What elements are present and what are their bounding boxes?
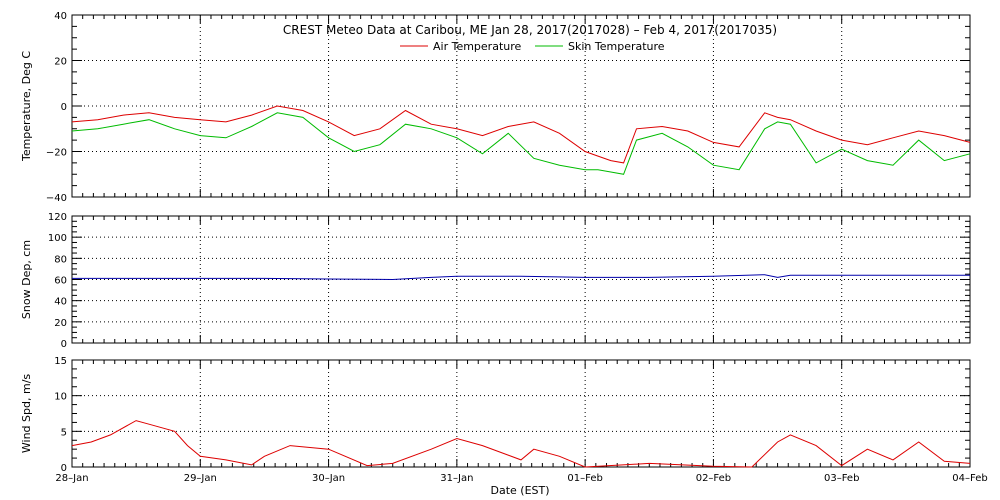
y-axis-label: Snow Dep, cm: [20, 240, 33, 319]
series-line-1-0: [72, 274, 970, 281]
y-tick-label: 10: [54, 392, 67, 403]
legend: Air Temperature Skin Temperature: [400, 40, 665, 53]
series-line-0-1: [71, 112, 971, 175]
y-tick-label: −40: [46, 193, 67, 204]
series-line-0-0: [71, 105, 971, 164]
y-tick-label: 20: [54, 318, 67, 329]
panel-0: −40 −20 0 20 40 Temperature, Deg C Air Tempera…: [20, 11, 971, 204]
series-line-2-0: [71, 420, 971, 468]
x-tick-label: 31–Jan: [440, 473, 473, 484]
y-tick-label: 100: [48, 233, 67, 244]
y-tick-label: 0: [61, 339, 67, 350]
legend-label: Skin Temperature: [568, 40, 665, 53]
y-axis-label: Temperature, Deg C: [20, 51, 33, 162]
y-tick-label: 15: [54, 356, 67, 367]
plot-frame: [71, 359, 971, 468]
y-tick-label: 20: [54, 57, 67, 68]
x-tick-label: 03–Feb: [824, 473, 859, 484]
y-tick-label: 120: [48, 212, 67, 223]
chart-panels: −40 −20 0 20 40 Temperature, Deg C Air Tempera…: [20, 11, 988, 484]
y-tick-label: 0: [61, 463, 67, 474]
y-tick-label: −20: [46, 148, 67, 159]
x-tick-label: 01–Feb: [567, 473, 602, 484]
x-tick-label: 02–Feb: [696, 473, 731, 484]
x-tick-label: 29–Jan: [184, 473, 217, 484]
x-tick-label: 04–Feb: [952, 473, 987, 484]
y-tick-label: 5: [61, 427, 67, 438]
x-tick-label: 28–Jan: [55, 473, 88, 484]
panel-1: 0 20 40 60 80 100 120 Snow Dep, cm: [20, 212, 971, 350]
y-tick-label: 80: [54, 254, 67, 265]
legend-label: Air Temperature: [433, 40, 522, 53]
panel-2: 0 5 10 15 Wind Spd, m/s: [20, 356, 971, 474]
y-tick-label: 60: [54, 276, 67, 287]
x-tick-labels: 28–Jan 29–Jan 30–Jan 31–Jan 01–Feb 02–Feb 03–F…: [55, 473, 987, 484]
y-tick-label: 0: [61, 102, 67, 113]
y-tick-label: 40: [54, 11, 67, 22]
x-tick-label: 30–Jan: [312, 473, 345, 484]
chart-title: CREST Meteo Data at Caribou, ME Jan 28, …: [283, 23, 777, 37]
y-axis-label: Wind Spd, m/s: [20, 374, 33, 454]
x-axis-label: Date (EST): [490, 484, 549, 497]
y-tick-label: 40: [54, 297, 67, 308]
